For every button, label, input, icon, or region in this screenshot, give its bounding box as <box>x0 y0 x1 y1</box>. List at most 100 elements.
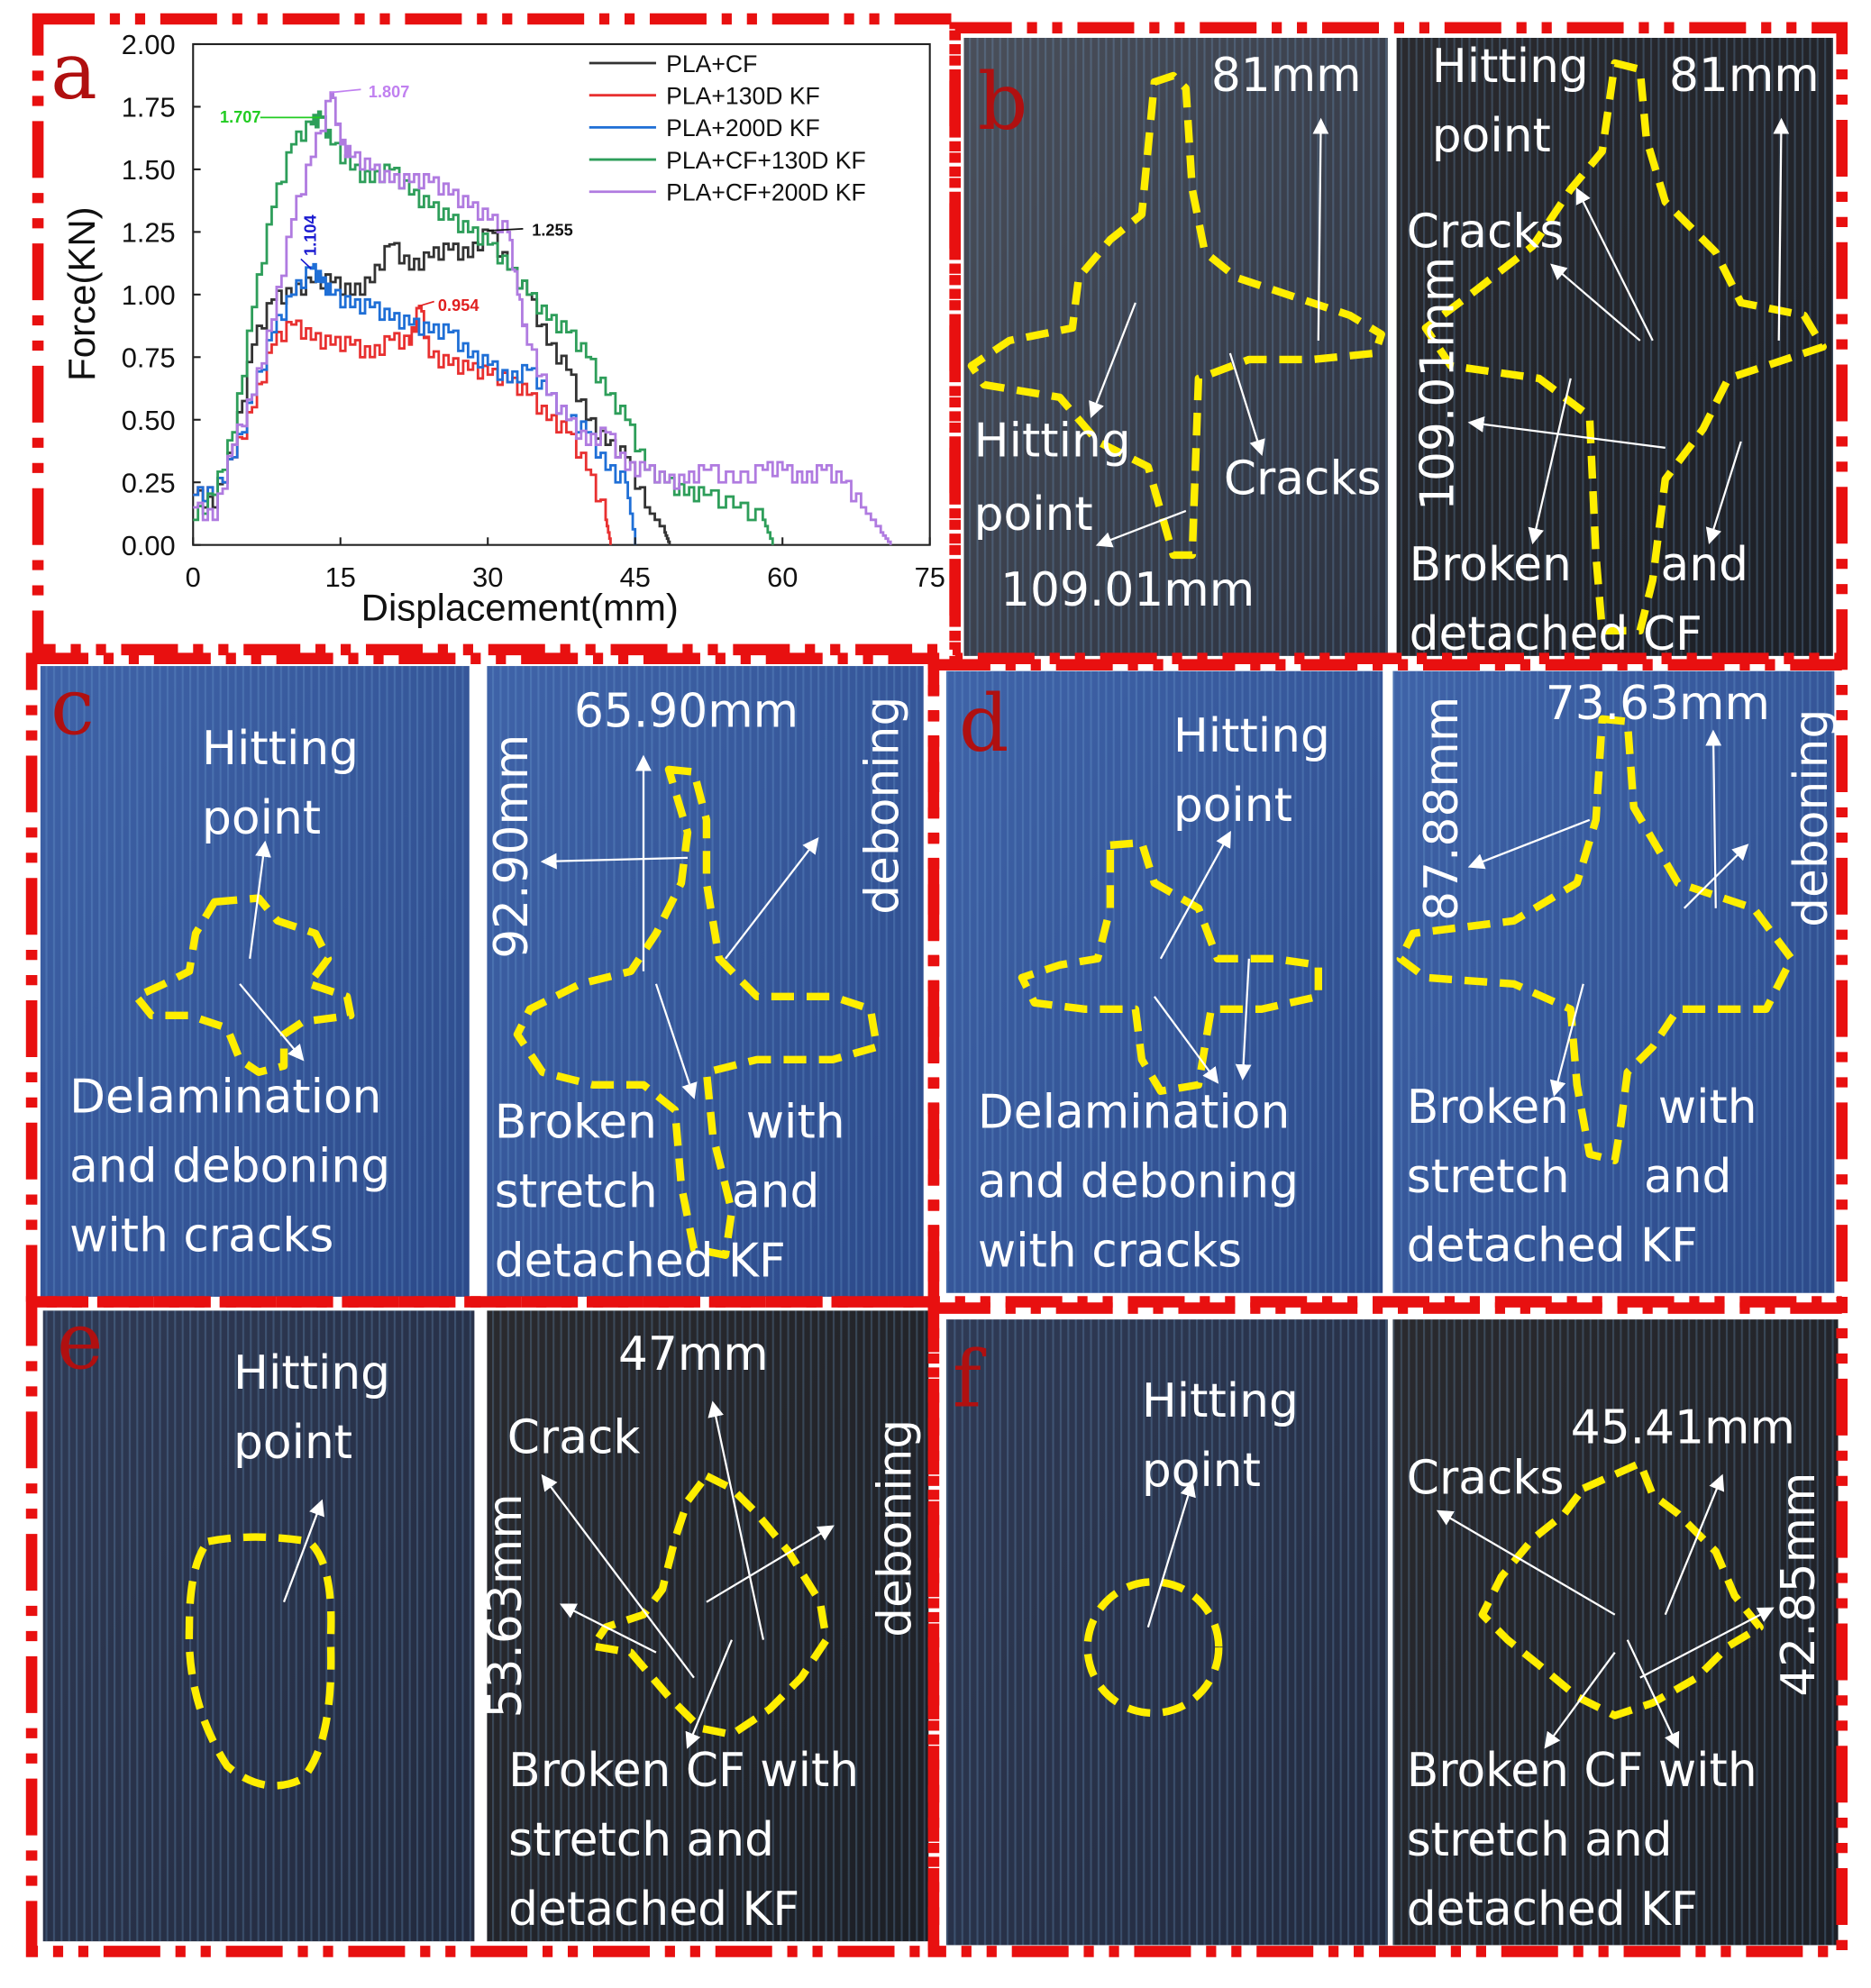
y-tick-label: 1.75 <box>122 92 176 123</box>
x-tick-label: 0 <box>186 561 201 593</box>
x-axis-label: Displacement(mm) <box>361 587 679 629</box>
label-b2-point: point <box>1432 109 1551 163</box>
label-d1-line3: with cracks <box>978 1224 1242 1278</box>
legend: PLA+CF PLA+130D KF PLA+200D KF PLA+CF+130D … <box>589 50 866 206</box>
label-b1-dim-top: 81mm <box>1211 49 1362 103</box>
panel-letter-d: d <box>959 679 1009 770</box>
label-f2-line2: stretch and <box>1407 1813 1673 1867</box>
label-e2-line1: Broken CF with <box>508 1744 859 1798</box>
peak-annotation: 0.954 <box>438 296 479 315</box>
label-d2-line2: stretch and <box>1407 1150 1732 1204</box>
label-e2-line3: detached KF <box>508 1883 799 1937</box>
tick-layer: 0 15 30 45 60 75 0.00 0.25 0.50 0.75 1.00 1.25 1.50 1… <box>122 29 945 593</box>
x-tick-label: 60 <box>767 561 798 593</box>
label-c1-line1: Delamination <box>69 1071 381 1125</box>
damage-outline-f2 <box>1478 1459 1764 1719</box>
series-line-1 <box>193 228 671 545</box>
damage-outline-c1 <box>132 894 355 1076</box>
annotation-pointer <box>330 88 361 94</box>
legend-label: PLA+CF+130D KF <box>666 147 866 174</box>
label-c2-dim-side: 92.90mm <box>485 734 539 959</box>
label-b1-dim-bottom: 109.01mm <box>1000 563 1255 617</box>
annotation-pointer <box>418 300 434 307</box>
y-tick-label: 0.00 <box>122 530 176 561</box>
annotation-layer: 1.807 1.707 1.104 1.255 0.954 <box>220 83 573 315</box>
series-line-2 <box>193 305 612 545</box>
label-b2-dim-top: 81mm <box>1669 49 1820 103</box>
label-c2-dim-top: 65.90mm <box>574 684 799 738</box>
label-d2-line3: detached KF <box>1407 1219 1698 1273</box>
label-d1-point: point <box>1173 779 1292 833</box>
label-e1-point: point <box>233 1416 352 1470</box>
label-f2-line1: Broken CF with <box>1407 1744 1757 1798</box>
label-e2-dim-side: 53.63mm <box>479 1493 533 1718</box>
panel-letter-a: a <box>50 26 97 117</box>
damage-outline-c2 <box>513 765 881 1259</box>
damage-outline-d1 <box>1018 838 1323 1095</box>
peak-annotation: 1.104 <box>302 214 320 256</box>
legend-label: PLA+CF <box>666 50 757 78</box>
label-b2-line1: Broken and <box>1410 538 1748 592</box>
label-e2-crack: Crack <box>507 1411 641 1465</box>
series-line-3 <box>193 262 637 545</box>
series-line-4 <box>193 110 774 545</box>
force-displacement-chart: 0 15 30 45 60 75 0.00 0.25 0.50 0.75 1.00 1.25 1.50 1… <box>60 29 945 628</box>
x-tick-label: 30 <box>472 561 503 593</box>
damage-outline-d2 <box>1396 715 1795 1164</box>
label-b2-line2: detached CF <box>1410 607 1702 661</box>
label-f2-dim-top: 45.41mm <box>1571 1400 1795 1455</box>
label-b1-point: point <box>974 488 1093 542</box>
label-f2-cracks: Cracks <box>1407 1451 1565 1505</box>
legend-label: PLA+CF+200D KF <box>666 179 866 206</box>
photo-f1 <box>945 1319 1388 1946</box>
peak-annotation: 1.255 <box>532 222 573 240</box>
y-tick-label: 1.50 <box>122 154 176 186</box>
label-d1-line2: and deboning <box>978 1154 1299 1208</box>
y-tick-label: 0.25 <box>122 467 176 498</box>
y-tick-label: 1.25 <box>122 217 176 249</box>
label-b2-hitting: Hitting <box>1432 40 1589 94</box>
label-e2-dim-top: 47mm <box>618 1327 769 1382</box>
panel-letter-b: b <box>978 57 1028 148</box>
label-f1-point: point <box>1142 1444 1261 1498</box>
damage-outline-e1 <box>185 1533 335 1790</box>
label-d1-hitting: Hitting <box>1173 709 1330 763</box>
annotation-arrows <box>239 117 1790 1749</box>
label-b1-hitting: Hitting <box>974 415 1131 469</box>
photo-c2 <box>487 666 924 1297</box>
panel-borders <box>25 13 1848 1957</box>
label-c2-line1: Broken with <box>495 1096 845 1150</box>
x-tick-label: 15 <box>325 561 356 593</box>
damage-outline-b2 <box>1421 59 1827 635</box>
label-d2-line1: Broken with <box>1407 1081 1757 1135</box>
label-d1-line1: Delamination <box>978 1085 1290 1139</box>
label-c2-deboning: deboning <box>856 697 910 915</box>
label-d2-deboning: deboning <box>1784 709 1839 927</box>
y-tick-label: 1.00 <box>122 279 176 311</box>
photo-e1 <box>42 1310 475 1942</box>
label-c1-line2: and deboning <box>69 1140 390 1194</box>
label-c1-line3: with cracks <box>69 1209 333 1263</box>
series-layer <box>193 91 892 545</box>
photo-d1 <box>945 670 1383 1293</box>
damage-outline-e2 <box>589 1472 831 1738</box>
y-tick-label: 0.50 <box>122 405 176 436</box>
y-tick-label: 0.75 <box>122 342 176 374</box>
damage-outline-f1 <box>1083 1578 1223 1718</box>
label-c2-line3: detached KF <box>495 1235 786 1289</box>
x-tick-label: 45 <box>620 561 651 593</box>
label-c2-line2: stretch and <box>495 1165 820 1219</box>
panel-letter-c: c <box>50 662 95 753</box>
label-c1-hitting: Hitting <box>202 722 359 776</box>
y-tick-label: 2.00 <box>122 29 176 60</box>
panel-letter-f: f <box>953 1335 987 1426</box>
label-f1-hitting: Hitting <box>1142 1374 1299 1428</box>
label-c1-point: point <box>202 791 321 845</box>
peak-annotation: 1.707 <box>220 108 261 126</box>
label-b1-cracks: Cracks <box>1224 452 1382 506</box>
label-d2-dim-top: 73.63mm <box>1546 677 1770 731</box>
x-tick-label: 75 <box>915 561 945 593</box>
panel-letter-e: e <box>57 1297 103 1388</box>
series-line-5 <box>193 91 892 545</box>
